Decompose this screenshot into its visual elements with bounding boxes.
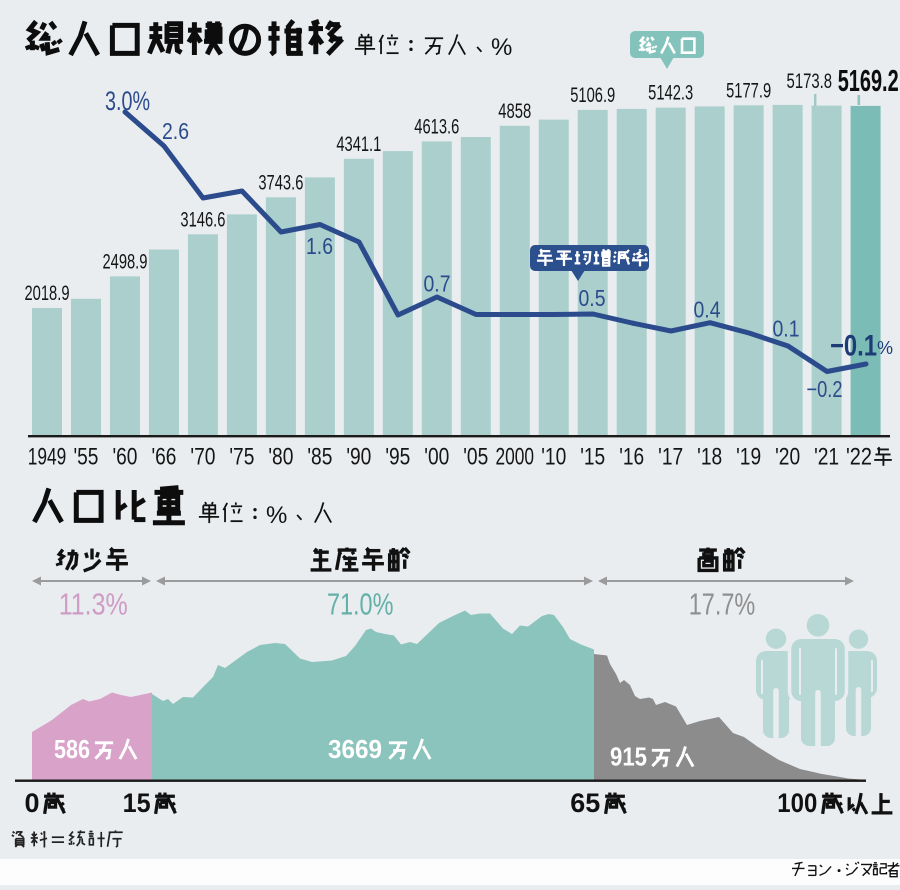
svg-text:2.6: 2.6 (162, 118, 189, 144)
svg-text:'18: '18 (697, 444, 722, 471)
svg-text:%: % (266, 502, 287, 529)
svg-text:'21: '21 (814, 444, 839, 471)
svg-text:'85: '85 (307, 444, 332, 471)
svg-text:'90: '90 (346, 444, 371, 471)
svg-text:3.0%: 3.0% (105, 86, 150, 116)
svg-text:0.4: 0.4 (694, 297, 721, 323)
svg-text:−0.1: −0.1 (830, 330, 877, 363)
svg-text:5177.9: 5177.9 (726, 79, 771, 102)
svg-text:'22: '22 (846, 444, 872, 471)
svg-text:1949: 1949 (28, 444, 67, 471)
svg-text:5142.3: 5142.3 (648, 82, 693, 105)
svg-text:11.3%: 11.3% (59, 587, 128, 622)
svg-text:5173.8: 5173.8 (787, 70, 833, 93)
svg-text:100: 100 (777, 788, 817, 818)
svg-text:0: 0 (25, 788, 40, 818)
svg-text:15: 15 (123, 788, 151, 818)
svg-text:'60: '60 (112, 444, 137, 471)
svg-text:71.0%: 71.0% (327, 587, 394, 622)
svg-text:'75: '75 (229, 444, 254, 471)
svg-text:'10: '10 (541, 444, 566, 471)
svg-text:'16: '16 (619, 444, 644, 471)
svg-text:4613.6: 4613.6 (414, 115, 459, 138)
svg-text:2498.9: 2498.9 (102, 250, 147, 273)
svg-text:'80: '80 (268, 444, 293, 471)
svg-text:5106.9: 5106.9 (570, 84, 615, 107)
svg-text:−0.2: −0.2 (807, 376, 843, 402)
svg-text:17.7%: 17.7% (689, 587, 756, 622)
svg-text:915: 915 (610, 742, 647, 772)
svg-text:'19: '19 (736, 444, 761, 471)
svg-text:1.6: 1.6 (306, 233, 333, 259)
svg-text:3669: 3669 (328, 734, 382, 764)
svg-text:'17: '17 (658, 444, 683, 471)
svg-text:'95: '95 (385, 444, 410, 471)
svg-text:%: % (877, 338, 893, 358)
svg-text:4858: 4858 (498, 100, 531, 123)
svg-text:0.1: 0.1 (773, 316, 800, 342)
svg-text:3146.6: 3146.6 (180, 208, 225, 231)
svg-text:'66: '66 (151, 444, 176, 471)
svg-text:'00: '00 (424, 444, 449, 471)
svg-text:'70: '70 (190, 444, 215, 471)
svg-text:5169.2: 5169.2 (838, 63, 899, 98)
svg-text:'15: '15 (580, 444, 605, 471)
svg-text:'20: '20 (775, 444, 800, 471)
svg-text:2018.9: 2018.9 (25, 282, 70, 305)
svg-text:'55: '55 (73, 444, 98, 471)
svg-text:586: 586 (54, 734, 90, 764)
svg-text:0.7: 0.7 (424, 271, 451, 297)
svg-text:3743.6: 3743.6 (258, 171, 303, 194)
svg-text:65: 65 (570, 788, 600, 818)
svg-text:4341.1: 4341.1 (336, 133, 381, 156)
svg-text:0.5: 0.5 (579, 285, 606, 311)
svg-text:'05: '05 (463, 444, 488, 471)
svg-text:%: % (491, 34, 512, 61)
svg-text:2000: 2000 (496, 444, 535, 471)
